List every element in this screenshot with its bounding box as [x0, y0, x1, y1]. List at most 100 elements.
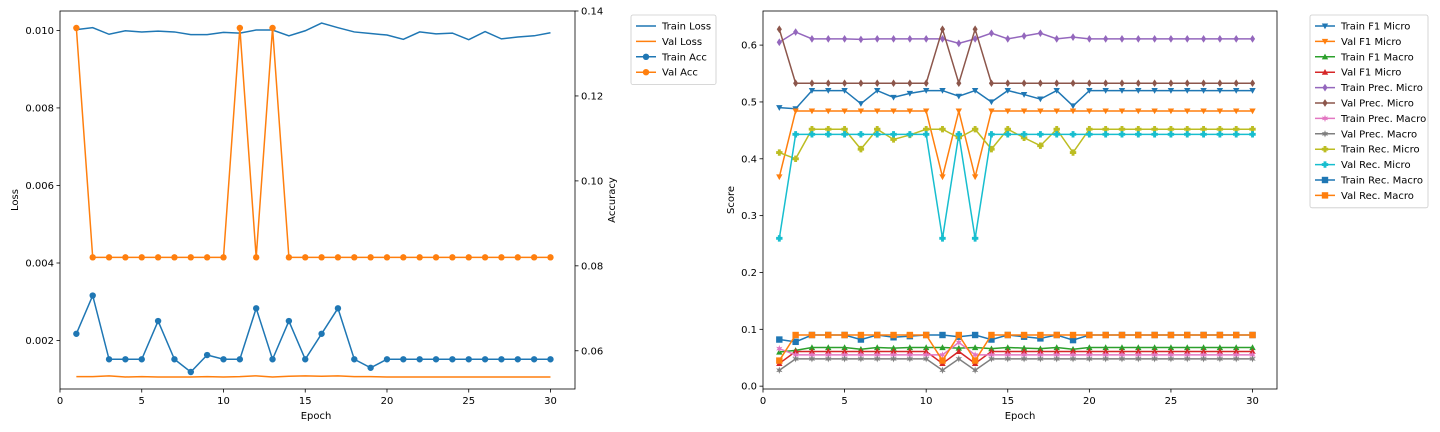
series-line-val-prec-micro — [778, 26, 1253, 86]
data-point-val-f1-micro — [1135, 348, 1142, 355]
data-point-val-rec-macro — [874, 331, 881, 339]
data-point-train-prec-macro — [825, 351, 832, 359]
data-point-val-f1-micro — [776, 174, 783, 181]
data-point-train-rec-micro — [890, 136, 897, 143]
data-point-val-prec-macro — [1118, 355, 1126, 363]
data-point-val-f1-micro — [1102, 108, 1109, 115]
data-point-train-f1-micro — [1118, 88, 1126, 94]
data-point-val-prec-micro — [1103, 79, 1109, 88]
x-tick-label: 25 — [1165, 396, 1178, 407]
data-point-val-rec-macro — [1086, 331, 1093, 339]
data-point-train-rec-micro — [1249, 126, 1256, 133]
data-point-val-acc — [236, 24, 244, 32]
data-point-val-prec-macro — [1004, 355, 1011, 363]
legend-marker-val-acc — [642, 69, 650, 76]
legend-marker-train-f1-macro — [1321, 53, 1329, 60]
data-point-train-prec-macro — [857, 351, 865, 359]
legend-marker-val-prec-micro — [1322, 99, 1328, 107]
data-point-train-f1-micro — [808, 88, 816, 94]
legend-marker-train-rec-micro — [1321, 146, 1329, 153]
y-tick-label-right: 0.08 — [581, 261, 603, 272]
data-point-val-prec-micro — [1152, 79, 1158, 88]
plot-frame — [762, 10, 1278, 390]
series-line-val-acc — [75, 27, 551, 259]
data-point-val-f1-micro — [874, 348, 881, 355]
data-point-val-acc — [220, 254, 227, 261]
data-point-train-rec-micro — [841, 126, 848, 133]
data-point-val-acc — [530, 254, 538, 261]
data-point-val-rec-micro — [1216, 131, 1224, 138]
data-point-train-f1-macro — [1118, 344, 1126, 351]
chart-loss-accuracy: Epoch Loss Accuracy 0 5 10 15 20 25 30 0.002 0.0… — [10, 7, 717, 422]
data-point-val-prec-micro — [956, 79, 962, 88]
data-point-train-rec-micro — [874, 126, 881, 133]
data-point-val-prec-micro — [1217, 79, 1223, 88]
data-point-val-prec-micro — [1054, 79, 1060, 88]
data-point-val-f1-micro — [890, 108, 897, 115]
data-point-val-f1-micro — [955, 108, 963, 115]
legend-marker-val-prec-macro — [1321, 130, 1329, 138]
data-point-train-f1-macro — [808, 344, 816, 351]
data-point-val-rec-micro — [1200, 131, 1207, 138]
data-point-val-rec-macro — [1167, 331, 1175, 339]
y-tick-label: 0.006 — [25, 181, 54, 192]
data-point-val-prec-macro — [1037, 355, 1044, 363]
data-point-val-f1-micro — [988, 348, 995, 355]
data-point-val-acc — [252, 254, 260, 261]
data-point-train-rec-macro — [988, 336, 995, 343]
data-point-train-prec-micro — [956, 39, 962, 48]
data-point-val-prec-micro — [1249, 79, 1256, 88]
legend-label: Train F1 Micro — [1340, 22, 1410, 33]
data-point-val-rec-micro — [1233, 131, 1240, 138]
data-point-train-acc — [302, 356, 309, 363]
data-point-train-f1-micro — [1037, 96, 1044, 103]
data-point-val-prec-micro — [809, 79, 815, 88]
data-point-val-rec-macro — [1053, 331, 1060, 339]
data-point-val-acc — [432, 254, 440, 261]
data-point-train-prec-macro — [1184, 351, 1191, 359]
data-point-train-f1-micro — [939, 88, 946, 94]
data-point-val-acc — [171, 254, 178, 261]
data-point-val-f1-micro — [1037, 348, 1044, 355]
data-point-train-prec-micro — [1135, 35, 1141, 43]
data-point-val-rec-macro — [1151, 331, 1158, 339]
data-point-val-prec-macro — [988, 355, 995, 363]
data-point-train-rec-macro — [971, 331, 979, 339]
data-point-train-acc — [171, 356, 178, 363]
data-point-val-acc — [73, 24, 80, 32]
data-point-val-acc — [334, 254, 342, 261]
data-point-val-f1-micro — [1037, 108, 1044, 115]
data-point-val-rec-micro — [922, 131, 930, 138]
data-point-train-acc — [138, 356, 145, 363]
data-point-val-f1-micro — [955, 348, 963, 355]
data-point-val-rec-micro — [1135, 131, 1142, 138]
data-point-val-prec-micro — [1168, 79, 1174, 88]
x-axis-label: Epoch — [301, 411, 332, 422]
data-point-train-f1-micro — [1069, 103, 1077, 110]
data-point-val-f1-micro — [1184, 348, 1191, 355]
series-line-train-rec-macro — [779, 334, 1253, 343]
data-point-val-rec-micro — [1118, 131, 1126, 138]
data-point-val-f1-micro — [1020, 108, 1028, 115]
data-point-val-acc — [285, 254, 293, 261]
data-point-val-f1-micro — [1053, 348, 1060, 355]
data-point-val-rec-micro — [808, 131, 816, 138]
legend-marker-train-f1-micro — [1321, 23, 1329, 30]
data-point-val-prec-macro — [1233, 355, 1240, 363]
data-point-train-rec-macro — [792, 338, 799, 346]
data-point-train-prec-macro — [1167, 351, 1175, 359]
data-point-val-rec-micro — [906, 131, 914, 138]
data-point-train-rec-micro — [857, 145, 865, 153]
data-point-train-f1-micro — [857, 101, 865, 107]
data-point-val-f1-micro — [1069, 348, 1077, 355]
data-point-train-acc — [400, 356, 407, 363]
data-point-train-prec-micro — [972, 35, 978, 43]
data-point-train-prec-macro — [971, 351, 979, 359]
legend-box — [1309, 14, 1429, 209]
data-point-train-f1-micro — [922, 88, 930, 94]
data-point-val-prec-macro — [922, 355, 930, 363]
data-point-train-prec-macro — [1020, 351, 1028, 359]
x-tick-label: 30 — [544, 396, 557, 407]
data-point-val-rec-macro — [1200, 331, 1207, 339]
data-point-val-f1-micro — [1233, 348, 1240, 355]
